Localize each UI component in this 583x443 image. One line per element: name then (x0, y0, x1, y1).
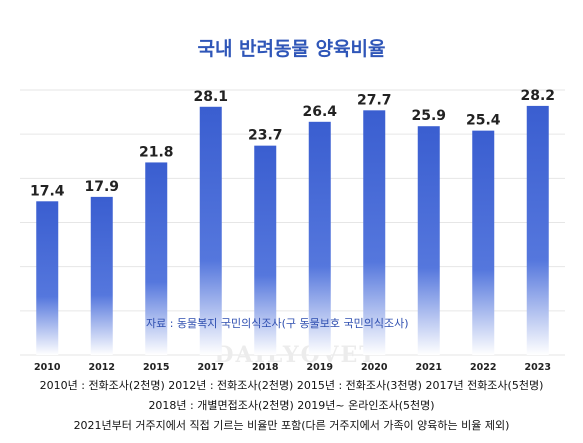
bar-2017 (199, 106, 222, 356)
bar-2010 (36, 201, 59, 355)
x-tick-label-2018: 2018 (252, 362, 279, 373)
chart-title: 국내 반려동물 양육비율 (197, 38, 385, 60)
value-label-2019: 26.4 (302, 104, 337, 120)
value-labels: 17.4 17.9 21.8 28.1 23.7 26.4 27.7 25.9 25.4 28.2 (30, 88, 555, 199)
bar-2023 (526, 105, 549, 356)
bar-2015 (145, 162, 168, 355)
bar-2022 (472, 130, 495, 355)
footnote-3: 2021년부터 거주지에서 직접 기르는 비율만 포함(다른 거주지에서 가족이… (74, 418, 510, 432)
value-label-2015: 21.8 (139, 144, 174, 160)
x-tick-labels: 2010 2012 2015 2017 2018 2019 2020 2021 2022 2023 (34, 362, 551, 373)
x-tick-label-2023: 2023 (525, 362, 551, 373)
x-tick-label-2020: 2020 (361, 362, 388, 373)
x-tick-label-2021: 2021 (416, 362, 442, 373)
value-label-2012: 17.9 (84, 179, 119, 195)
bar-2020 (363, 110, 386, 355)
footnote-1: 2010년 : 전화조사(2천명) 2012년 : 전화조사(2천명) 2015… (40, 378, 544, 392)
x-tick-label-2019: 2019 (307, 362, 333, 373)
x-tick-label-2015: 2015 (143, 362, 169, 373)
x-tick-label-2012: 2012 (89, 362, 115, 373)
value-label-2022: 25.4 (466, 113, 501, 129)
bar-2012 (90, 196, 113, 355)
x-tick-label-2017: 2017 (198, 362, 224, 373)
value-label-2018: 23.7 (248, 128, 283, 144)
footnote-2: 2018년 : 개별면접조사(2천명) 2019년~ 온라인조사(5천명) (148, 398, 434, 412)
bar-2021 (417, 126, 440, 355)
watermark: DAILYOVET (214, 342, 377, 368)
value-label-2017: 28.1 (193, 89, 228, 105)
bar-2018 (254, 145, 277, 355)
source-note: 자료 : 동물복지 국민의식조사(구 동물보호 국민의식조사) (146, 317, 409, 330)
value-label-2023: 28.2 (520, 88, 555, 104)
bar-2019 (308, 121, 331, 355)
bars (36, 105, 549, 356)
value-label-2010: 17.4 (30, 183, 65, 199)
x-tick-label-2022: 2022 (470, 362, 496, 373)
value-label-2021: 25.9 (411, 108, 446, 124)
x-tick-label-2010: 2010 (34, 362, 61, 373)
value-label-2020: 27.7 (357, 92, 392, 108)
